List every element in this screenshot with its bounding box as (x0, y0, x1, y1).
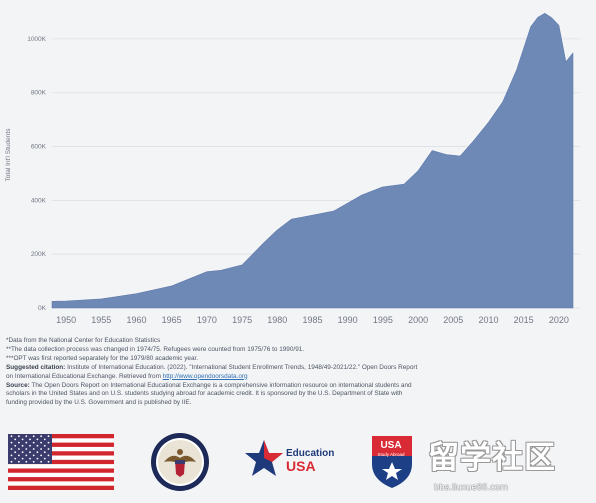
y-axis-tick-labels: 0K 200K 400K 600K 800K 1000K (27, 36, 46, 312)
x-tick-label: 2020 (549, 315, 569, 325)
total-students-area (51, 13, 574, 309)
x-tick-label: 1960 (126, 315, 146, 325)
note-line-3: ***OPT was first reported separately for… (6, 354, 199, 362)
x-tick-label: 2005 (443, 315, 463, 325)
source-line-2: scholars in the United States and on U.S… (6, 390, 403, 398)
x-tick-label: 1950 (56, 315, 76, 325)
y-tick-label: 0K (38, 305, 47, 312)
department-of-state-seal-icon (151, 433, 209, 491)
x-tick-label: 1985 (302, 315, 322, 325)
x-tick-label: 2015 (514, 315, 534, 325)
footnotes: *Data from the National Center for Educa… (6, 337, 590, 408)
education-usa-line-1: Education (286, 448, 335, 459)
shield-icon (372, 436, 412, 488)
source-label: Source: (6, 381, 30, 389)
usa-study-abroad-logo: USA Study Abroad (370, 434, 414, 490)
x-axis-tick-labels: 1950 1955 1960 1965 1970 1975 1980 1985 1990 1995… (56, 315, 569, 325)
x-tick-label: 1970 (197, 315, 217, 325)
suggested-citation: Suggested citation: Institute of Interna… (6, 364, 590, 373)
source-note: Source: The Open Doors Report on Interna… (6, 382, 590, 391)
x-tick-label: 1975 (232, 315, 252, 325)
education-usa-line-2: USA (286, 458, 316, 474)
citation-text: Institute of International Education. (2… (65, 363, 418, 371)
y-tick-label: 200K (31, 251, 47, 258)
y-tick-label: 1000K (27, 36, 46, 43)
citation-continued: on International Educational Exchange. R… (6, 373, 590, 382)
citation-text-2: on International Educational Exchange. R… (6, 372, 163, 380)
sponsor-logos: Education USA USA Study Abroad (0, 428, 596, 503)
x-tick-label: 2010 (478, 315, 498, 325)
source-text: The Open Doors Report on International E… (29, 381, 412, 389)
watermark: 留学社区 bbs.liuxue86.com (426, 430, 596, 502)
x-tick-label: 2000 (408, 315, 428, 325)
us-flag-icon (8, 434, 114, 490)
citation-label: Suggested citation: (6, 363, 66, 371)
x-tick-label: 1965 (162, 315, 182, 325)
source-line-3: funding provided by the U.S. Government … (6, 399, 192, 407)
star-icon (245, 440, 283, 476)
y-axis-label: Total Int'l Students (5, 128, 12, 182)
education-usa-logo: Education USA (244, 438, 344, 486)
y-tick-label: 400K (31, 197, 47, 204)
watermark-text: 留学社区 (428, 440, 556, 476)
y-tick-label: 600K (31, 144, 47, 151)
x-tick-label: 1980 (267, 315, 287, 325)
x-tick-label: 1955 (91, 315, 111, 325)
note-line-2: **The data collection process was change… (6, 345, 305, 353)
study-abroad-usa-text: USA (380, 440, 402, 451)
open-doors-link[interactable]: http://www.opendoorsdata.org (162, 372, 248, 380)
note-line-1: *Data from the National Center for Educa… (6, 337, 161, 344)
x-tick-label: 1990 (338, 315, 358, 325)
y-tick-label: 800K (31, 90, 47, 97)
education-usa-wordmark: Education USA (286, 448, 335, 474)
enrollment-area-chart: 0K 200K 400K 600K 800K 1000K 1950 1955 1960 1965… (5, 13, 580, 325)
watermark-url: bbs.liuxue86.com (434, 482, 508, 493)
x-tick-label: 1995 (373, 315, 393, 325)
study-abroad-subtext: Study Abroad (377, 452, 405, 457)
